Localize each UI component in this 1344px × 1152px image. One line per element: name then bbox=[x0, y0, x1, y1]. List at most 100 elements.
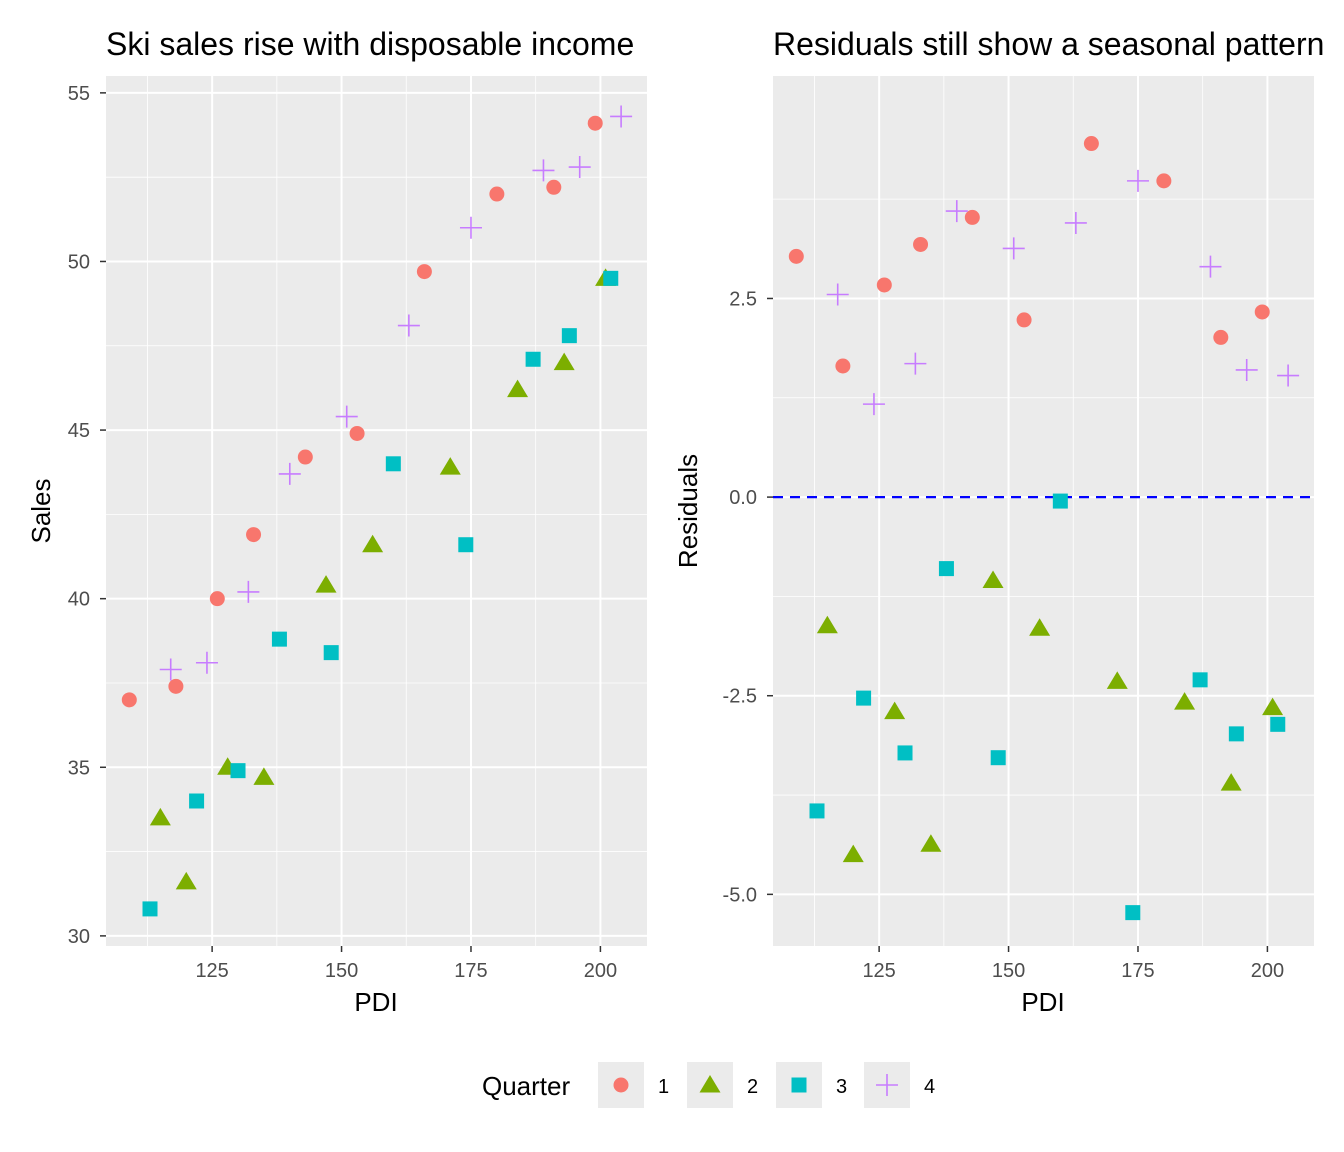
point-quarter-4 bbox=[904, 352, 927, 375]
point-quarter-4 bbox=[610, 105, 633, 128]
point-quarter-1 bbox=[349, 425, 365, 441]
sales-chart-title: Ski sales rise with disposable income bbox=[106, 26, 634, 62]
point-quarter-1 bbox=[489, 186, 505, 202]
y-tick-label: 0.0 bbox=[729, 487, 757, 509]
point-quarter-4 bbox=[826, 283, 849, 306]
point-quarter-2 bbox=[553, 352, 575, 371]
point-quarter-4 bbox=[1126, 169, 1149, 192]
x-tick-label: 200 bbox=[1251, 960, 1284, 982]
point-quarter-2 bbox=[253, 767, 275, 785]
point-quarter-3 bbox=[1270, 716, 1286, 732]
point-quarter-4 bbox=[459, 216, 482, 239]
y-tick-label: 50 bbox=[68, 251, 90, 273]
point-quarter-3 bbox=[525, 351, 541, 367]
point-quarter-2 bbox=[507, 379, 529, 398]
point-quarter-1 bbox=[1254, 304, 1270, 320]
legend-key-quarter-3 bbox=[791, 1077, 807, 1093]
point-quarter-2 bbox=[1106, 671, 1128, 689]
point-quarter-3 bbox=[385, 456, 401, 472]
sales-y-axis-title: Sales bbox=[26, 478, 56, 543]
x-tick-label: 125 bbox=[862, 960, 895, 982]
legend-title: Quarter bbox=[482, 1071, 570, 1101]
point-quarter-3 bbox=[1192, 672, 1208, 688]
point-quarter-1 bbox=[1083, 136, 1099, 152]
point-quarter-2 bbox=[1029, 618, 1051, 636]
point-quarter-4 bbox=[945, 200, 968, 223]
legend: Quarter 1 2 3 4 bbox=[482, 1062, 935, 1108]
y-tick-label: 55 bbox=[68, 83, 90, 105]
point-quarter-2 bbox=[920, 834, 942, 852]
point-quarter-3 bbox=[1052, 493, 1068, 509]
point-quarter-2 bbox=[816, 615, 838, 634]
point-quarter-4 bbox=[278, 462, 301, 485]
point-quarter-1 bbox=[168, 678, 184, 694]
residuals-points bbox=[788, 136, 1300, 921]
point-quarter-4 bbox=[1002, 237, 1025, 260]
legend-label: 2 bbox=[747, 1076, 758, 1098]
point-quarter-1 bbox=[121, 692, 137, 708]
point-quarter-1 bbox=[913, 236, 929, 252]
residuals-axis-ticks: 125 150 175 200 -5.0 -2.5 0.0 2.5 bbox=[723, 288, 1285, 982]
x-tick-label: 200 bbox=[584, 960, 617, 982]
legend-label: 3 bbox=[836, 1076, 847, 1098]
y-tick-label: 30 bbox=[68, 926, 90, 948]
point-quarter-1 bbox=[1016, 312, 1032, 328]
point-quarter-2 bbox=[315, 575, 337, 593]
point-quarter-1 bbox=[246, 527, 262, 543]
point-quarter-2 bbox=[149, 807, 171, 826]
point-quarter-4 bbox=[335, 405, 358, 428]
residuals-x-axis-title: PDI bbox=[1021, 987, 1064, 1017]
residuals-panel: Residuals still show a seasonal pattern … bbox=[673, 26, 1324, 1017]
point-quarter-2 bbox=[175, 871, 197, 890]
legend-key-quarter-1 bbox=[613, 1077, 629, 1093]
sales-plot-background bbox=[106, 76, 647, 946]
point-quarter-3 bbox=[230, 763, 246, 779]
point-quarter-2 bbox=[439, 457, 461, 475]
y-tick-label: -2.5 bbox=[723, 686, 757, 708]
point-quarter-2 bbox=[982, 570, 1004, 589]
point-quarter-4 bbox=[397, 314, 420, 337]
point-quarter-3 bbox=[271, 631, 287, 647]
sales-vs-pdi-panel: Ski sales rise with disposable income 12… bbox=[26, 26, 647, 1017]
point-quarter-3 bbox=[990, 750, 1006, 766]
point-quarter-4 bbox=[1235, 358, 1258, 381]
point-quarter-3 bbox=[561, 328, 577, 344]
point-quarter-3 bbox=[1125, 905, 1141, 921]
point-quarter-4 bbox=[1064, 211, 1087, 234]
point-quarter-1 bbox=[416, 264, 432, 280]
point-quarter-3 bbox=[323, 645, 339, 661]
point-quarter-1 bbox=[1156, 173, 1172, 189]
point-quarter-2 bbox=[362, 534, 384, 553]
point-quarter-2 bbox=[884, 701, 906, 720]
point-quarter-1 bbox=[835, 358, 851, 374]
point-quarter-2 bbox=[1174, 692, 1196, 710]
point-quarter-4 bbox=[568, 156, 591, 179]
legend-key-quarter-4 bbox=[876, 1074, 898, 1096]
point-quarter-4 bbox=[237, 580, 260, 603]
legend-label: 1 bbox=[658, 1076, 669, 1098]
point-quarter-1 bbox=[876, 277, 892, 293]
point-quarter-4 bbox=[532, 159, 555, 182]
legend-key-quarter-2 bbox=[699, 1075, 721, 1093]
point-quarter-3 bbox=[142, 901, 158, 917]
point-quarter-4 bbox=[159, 658, 182, 681]
legend-label: 4 bbox=[924, 1076, 935, 1098]
point-quarter-1 bbox=[297, 449, 313, 465]
sales-x-axis-title: PDI bbox=[354, 987, 397, 1017]
y-tick-label: -5.0 bbox=[723, 884, 757, 906]
point-quarter-3 bbox=[856, 690, 872, 706]
point-quarter-2 bbox=[842, 844, 864, 863]
point-quarter-1 bbox=[209, 591, 225, 607]
point-quarter-3 bbox=[1228, 726, 1244, 742]
point-quarter-3 bbox=[897, 745, 913, 761]
sales-points bbox=[121, 105, 633, 917]
point-quarter-1 bbox=[1213, 329, 1229, 345]
point-quarter-4 bbox=[195, 651, 218, 674]
x-tick-label: 125 bbox=[195, 960, 228, 982]
point-quarter-3 bbox=[603, 270, 619, 286]
point-quarter-2 bbox=[1220, 773, 1242, 791]
x-tick-label: 175 bbox=[454, 960, 487, 982]
point-quarter-4 bbox=[1199, 255, 1222, 278]
y-tick-label: 35 bbox=[68, 757, 90, 779]
